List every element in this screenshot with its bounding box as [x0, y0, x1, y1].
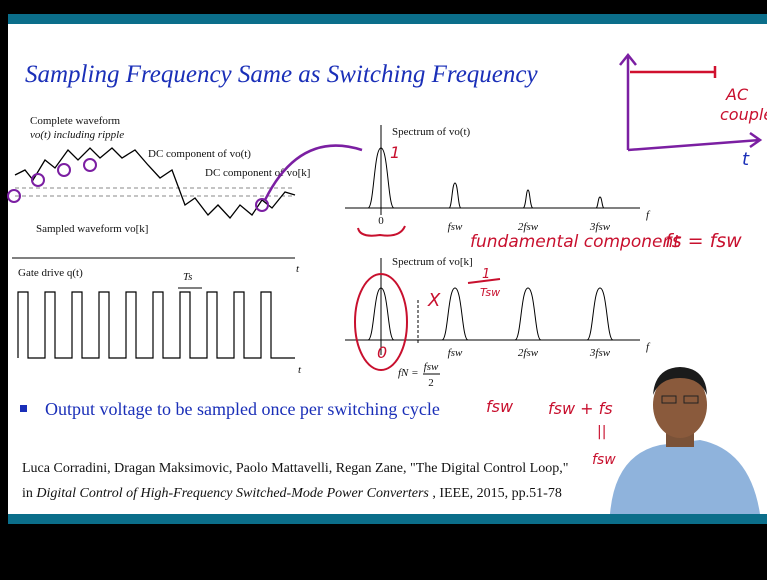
label: DC component of vo(t) — [148, 148, 251, 160]
spectrum-label: Spectrum of vo[k] — [392, 256, 473, 268]
spectrum-label: Spectrum of vo(t) — [392, 126, 471, 138]
slide-bottom-bar — [8, 514, 767, 524]
citation-part: Digital Control of High-Frequency Switch… — [35, 486, 429, 501]
hand-one: 1 — [390, 143, 400, 162]
tick-label: 2fsw — [518, 347, 539, 359]
slide — [8, 24, 767, 514]
tick-label: fsw — [448, 347, 463, 359]
slide-top-bar — [8, 14, 767, 24]
screenshot: Sampling Frequency Same as Switching Fre… — [0, 0, 767, 580]
nyquist-label: fN = — [398, 367, 419, 379]
citation: in Digital Control of High-Frequency Swi… — [22, 486, 562, 501]
tick-label: fsw — [448, 221, 463, 233]
nyquist-label: fsw — [424, 361, 439, 373]
hand-inv-den: Tsw — [480, 286, 500, 299]
nyquist-label: 2 — [428, 377, 434, 389]
hand-fs-eq: fs = fsw — [665, 230, 742, 252]
hand-fundamental: fundamental component — [470, 232, 681, 252]
hand-t: t — [742, 149, 750, 170]
label: DC component of vo[k] — [205, 167, 310, 179]
hand-sum: fsw + fs — [548, 399, 613, 418]
slide-title: Sampling Frequency Same as Switching Fre… — [25, 61, 539, 88]
bullet-marker — [20, 405, 27, 412]
hand-fsw-bottom: fsw — [592, 452, 616, 468]
hand-zero: 0 — [377, 343, 387, 362]
bullet-text: Output voltage to be sampled once per sw… — [45, 399, 440, 419]
label: Ts — [183, 271, 192, 283]
hand-equal: || — [597, 424, 606, 440]
page: Sampling Frequency Same as Switching Fre… — [0, 0, 767, 580]
hand-fsw: fsw — [486, 397, 514, 416]
hand-x: X — [427, 290, 441, 311]
label: Gate drive q(t) — [18, 267, 83, 279]
citation: Luca Corradini, Dragan Maksimovic, Paolo… — [22, 461, 568, 476]
label: Sampled waveform vo[k] — [36, 223, 148, 235]
label: vo(t) including ripple — [30, 129, 124, 141]
tick-label: 3fsw — [589, 347, 611, 359]
tick-label: 0 — [378, 215, 384, 227]
hand-ac: AC — [725, 85, 749, 104]
label: Complete waveform — [30, 115, 121, 127]
citation-part: , IEEE, 2015, pp.51-78 — [432, 486, 561, 501]
citation-part: in — [22, 486, 33, 501]
hand-coupled: coupled — [720, 105, 767, 124]
